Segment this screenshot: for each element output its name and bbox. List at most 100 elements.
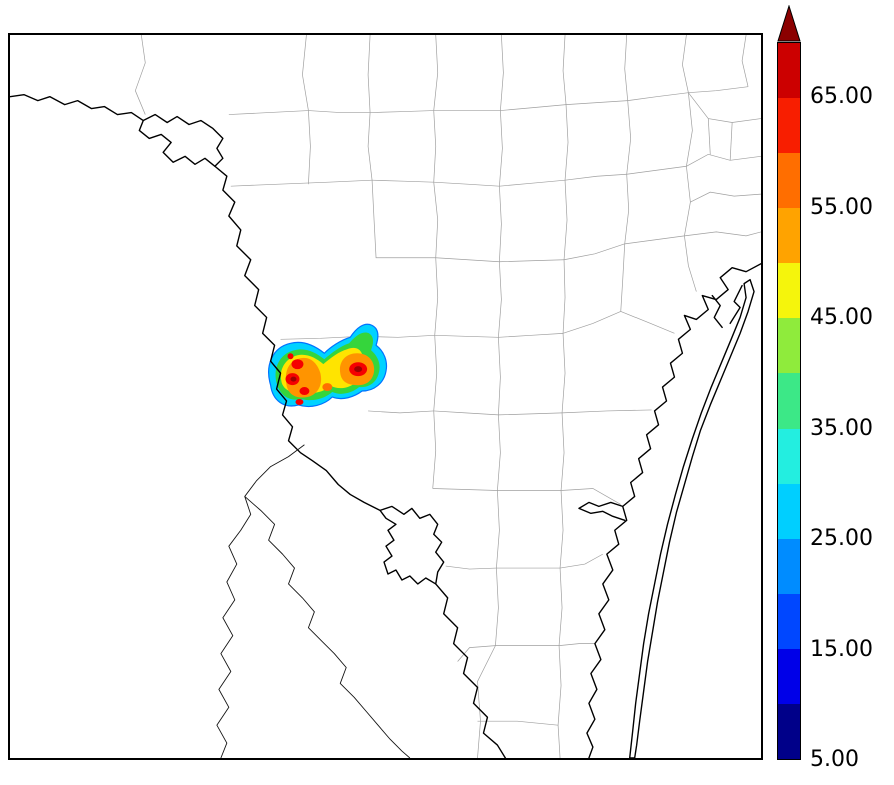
county-boundary-line	[563, 180, 568, 260]
county-boundary-line	[626, 165, 687, 175]
county-boundary-line	[707, 118, 711, 155]
county-boundary-line	[741, 35, 749, 87]
colorbar-segment	[778, 373, 800, 429]
colorbar-segment	[778, 263, 800, 319]
county-boundary-line	[686, 153, 761, 167]
county-boundary-line	[433, 35, 439, 111]
colorbar-arrow	[777, 5, 801, 42]
county-boundary-line	[561, 333, 566, 413]
county-boundary-line	[496, 490, 500, 569]
county-boundary-line	[620, 243, 626, 312]
county-boundary-line	[230, 179, 373, 187]
boundary-line	[216, 444, 305, 758]
coastline-river	[586, 263, 761, 758]
county-boundary-line	[564, 104, 569, 181]
water-body-outline	[629, 278, 755, 758]
red-core	[287, 353, 294, 360]
darkred-core	[290, 376, 297, 382]
colorbar-segment	[778, 153, 800, 209]
county-boundary-line	[626, 100, 632, 175]
water-body-outline	[379, 505, 445, 585]
county-boundary-line	[624, 35, 629, 101]
colorbar-segment	[778, 98, 800, 154]
colorbar-segment	[778, 43, 800, 99]
county-boundary-line	[566, 100, 628, 105]
red-core	[295, 398, 304, 405]
coastline-river	[435, 583, 507, 758]
county-boundary-line	[559, 643, 595, 646]
coastline-river	[214, 165, 381, 512]
colorbar-tick-labels: 65.00 55.00 45.00 35.00 25.00 15.00 5.00	[810, 42, 894, 771]
colorbar-tick-label: 35.00	[810, 415, 873, 441]
colorbar-segment	[778, 208, 800, 264]
county-boundary-line	[559, 490, 564, 569]
county-boundary-line	[372, 179, 434, 183]
county-boundary-line	[560, 553, 604, 569]
colorbar-segment	[778, 318, 800, 374]
county-boundary-line	[497, 414, 501, 491]
colorbar-segments	[777, 42, 801, 760]
county-boundary-line	[308, 110, 311, 185]
county-boundary-line	[499, 186, 502, 262]
county-boundary-line	[499, 110, 503, 187]
county-boundary-line	[565, 173, 627, 181]
county-boundary-line	[495, 568, 499, 646]
county-boundary-line	[302, 35, 309, 111]
red-core	[299, 387, 310, 396]
map-svg	[10, 35, 761, 758]
county-boundary-line	[684, 166, 691, 236]
colorbar-segment	[778, 428, 800, 484]
county-boundary-line	[620, 311, 675, 334]
county-boundary-line	[558, 568, 563, 646]
county-boundary-line	[432, 410, 437, 489]
county-boundary-line	[624, 174, 630, 244]
red-core	[291, 359, 304, 370]
county-boundary-line	[500, 35, 504, 111]
county-boundary-line	[562, 35, 567, 105]
colorbar-tick-label: 65.00	[810, 84, 873, 110]
colorbar-segment	[778, 483, 800, 539]
county-boundary-line	[500, 104, 567, 111]
county-boundary-line	[435, 257, 500, 263]
county-boundary-line	[432, 488, 498, 491]
county-boundary-line	[433, 182, 439, 258]
county-boundary-line	[228, 110, 309, 115]
county-boundary-line	[434, 257, 439, 336]
county-boundary-line	[499, 259, 565, 263]
colorbar-tick-label: 25.00	[810, 526, 873, 552]
county-boundary-line	[560, 412, 565, 491]
darkred-core	[354, 366, 363, 373]
colorbar-segment	[778, 703, 800, 760]
county-boundary-line	[686, 92, 693, 167]
county-boundary-line	[477, 720, 559, 726]
county-boundary-line	[498, 412, 563, 416]
county-boundary-line	[134, 35, 146, 115]
county-boundary-line	[624, 235, 685, 245]
colorbar-segment	[778, 648, 800, 704]
colorbar-segment	[778, 538, 800, 594]
county-boundary-line	[684, 231, 761, 237]
county-boundary-line	[434, 334, 499, 338]
county-boundary-line	[367, 35, 371, 113]
colorbar-tick-label: 5.00	[810, 747, 859, 772]
county-boundary-line	[457, 645, 496, 662]
county-boundary-line	[433, 335, 438, 411]
county-boundary-line	[562, 409, 652, 414]
county-boundary-line	[729, 122, 733, 161]
colorbar-segment	[778, 593, 800, 649]
county-boundary-line	[433, 110, 437, 183]
county-boundary-line	[688, 86, 749, 94]
colorbar-arrow-shape	[777, 5, 801, 42]
coastline-river	[578, 501, 626, 522]
map-panel	[8, 33, 763, 760]
county-boundary-line	[562, 311, 621, 334]
county-boundary-line	[498, 337, 501, 415]
coastline-river	[711, 294, 723, 329]
county-boundary-line	[562, 259, 566, 334]
county-boundary-line	[498, 333, 564, 338]
colorbar-tick-label: 55.00	[810, 194, 873, 220]
water-body-outline	[138, 113, 224, 167]
county-boundary-line	[690, 191, 761, 203]
county-boundary-line	[682, 35, 689, 93]
